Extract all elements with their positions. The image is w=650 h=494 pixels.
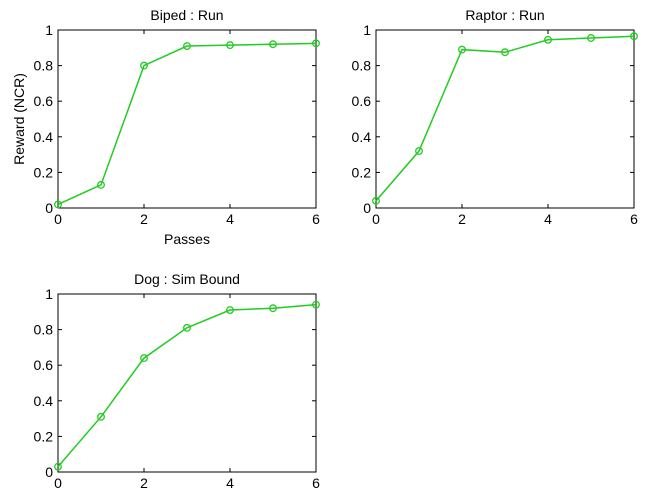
y-axis-label: Reward (NCR)	[11, 73, 27, 165]
y-tick-label: 0.6	[34, 357, 54, 373]
data-point-marker	[458, 45, 466, 54]
y-tick-label: 0	[45, 464, 53, 480]
chart-title: Raptor : Run	[465, 7, 544, 23]
y-tick-label: 0.4	[352, 129, 372, 145]
y-tick-label: 1	[45, 22, 53, 38]
x-tick-label: 2	[140, 211, 148, 227]
series-line	[57, 303, 317, 468]
data-point-marker	[183, 323, 191, 332]
y-tick-label: 1	[363, 22, 371, 38]
data-point-marker	[226, 41, 234, 50]
series-line	[375, 35, 635, 202]
panel-raptor-run: Raptor : Run 0 2 4 6 0 0.2 0.4 0.6 0.8 1	[352, 7, 639, 227]
x-axis-label: Passes	[164, 231, 210, 247]
x-tick-label: 6	[312, 475, 320, 491]
chart-title: Dog : Sim Bound	[134, 271, 240, 287]
y-tick-label: 0.2	[34, 428, 54, 444]
data-point-marker	[97, 180, 105, 189]
x-tick-label: 4	[544, 211, 552, 227]
data-point-marker	[415, 147, 423, 155]
axes-frame	[57, 29, 317, 209]
x-tick-label: 2	[458, 211, 466, 227]
data-point-marker	[501, 48, 509, 57]
y-tick-label: 0.6	[34, 93, 54, 109]
y-tick-label: 0.6	[352, 93, 372, 109]
data-point-marker	[140, 354, 148, 363]
y-tick-label: 0	[363, 200, 371, 216]
x-tick-label: 0	[372, 211, 380, 227]
y-tick-label: 0.8	[34, 322, 54, 338]
data-point-marker	[544, 35, 552, 44]
x-tick-label: 0	[54, 211, 62, 227]
y-tick-label: 0.2	[352, 164, 372, 180]
y-tick-label: 0.4	[34, 393, 54, 409]
series-line	[57, 42, 317, 206]
data-point-marker	[54, 462, 62, 471]
data-point-marker	[312, 300, 320, 309]
data-point-marker	[226, 306, 234, 314]
data-point-marker	[372, 196, 380, 205]
axes-frame	[57, 293, 317, 473]
y-tick-label: 0.2	[34, 164, 54, 180]
y-tick-label: 0.8	[352, 58, 372, 74]
x-tick-label: 4	[226, 211, 234, 227]
data-point-marker	[54, 200, 62, 209]
data-point-marker	[312, 39, 320, 48]
y-tick-label: 0	[45, 200, 53, 216]
axes-frame	[375, 29, 635, 209]
y-tick-label: 0.4	[34, 129, 54, 145]
x-tick-label: 4	[226, 475, 234, 491]
data-point-marker	[269, 40, 277, 49]
data-point-marker	[269, 304, 277, 313]
x-tick-label: 0	[54, 475, 62, 491]
x-tick-label: 6	[312, 211, 320, 227]
data-point-marker	[630, 32, 638, 41]
data-point-marker	[587, 34, 595, 42]
y-tick-label: 0.8	[34, 58, 54, 74]
x-tick-label: 2	[140, 475, 148, 491]
panel-dog-sim-bound: Dog : Sim Bound 0 2 4 6 0 0.2 0.4 0.6 0.8 1	[34, 271, 321, 491]
panel-biped-run: Biped : Run 0 2 4 6 0 0.2 0.4 0.6 0.8 1 Passes Rewar…	[11, 7, 320, 247]
x-tick-label: 6	[630, 211, 638, 227]
data-point-marker	[140, 61, 148, 70]
data-point-marker	[183, 42, 191, 50]
data-point-marker	[97, 412, 105, 421]
chart-title: Biped : Run	[150, 7, 223, 23]
y-tick-label: 1	[45, 286, 53, 302]
